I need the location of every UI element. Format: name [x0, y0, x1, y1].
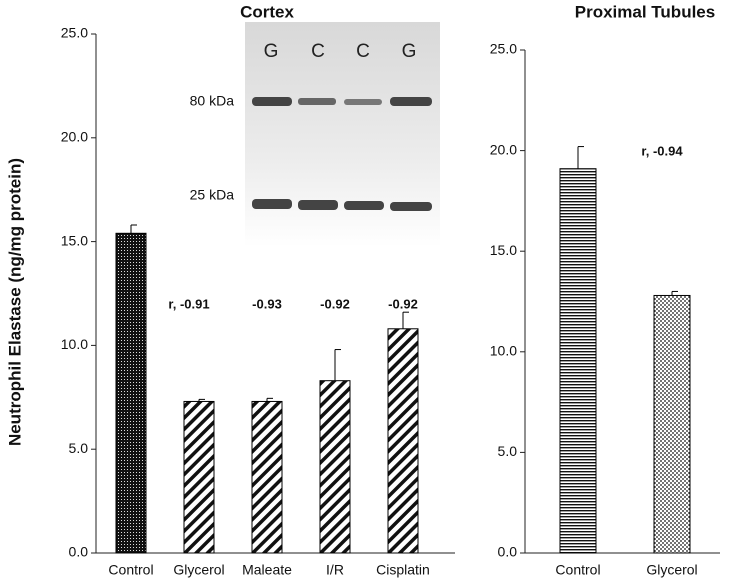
- lane-label: G: [402, 41, 417, 62]
- blot-band: [390, 202, 432, 211]
- chart-title: Proximal Tubules: [575, 2, 715, 21]
- y-tick-label: 10.0: [490, 343, 517, 359]
- bar: [115, 232, 147, 554]
- y-tick-label: 15.0: [61, 232, 88, 248]
- x-tick-label: Control: [555, 562, 600, 578]
- x-tick-label: Glycerol: [646, 562, 697, 578]
- lane-label: G: [264, 41, 279, 62]
- annotation: -0.93: [252, 296, 282, 311]
- blot-band: [298, 200, 338, 210]
- y-tick-label: 25.0: [61, 25, 88, 41]
- blot: [245, 22, 440, 247]
- y-tick-label: 20.0: [61, 129, 88, 145]
- y-tick-label: 5.0: [69, 440, 89, 456]
- y-tick-label: 10.0: [61, 336, 88, 352]
- y-tick-label: 25.0: [490, 41, 517, 57]
- y-tick-label: 5.0: [498, 443, 518, 459]
- bar: [251, 400, 283, 554]
- bar: [319, 380, 351, 554]
- bar: [653, 294, 691, 554]
- blot-band: [252, 97, 292, 106]
- annotation: -0.92: [320, 296, 350, 311]
- y-tick-label: 0.0: [498, 544, 518, 560]
- blot-band: [344, 99, 382, 105]
- x-tick-label: Control: [108, 562, 153, 578]
- blot-band: [252, 199, 292, 209]
- chart-title: Cortex: [240, 2, 294, 21]
- marker-label: 80 kDa: [190, 93, 235, 109]
- marker-label: 25 kDa: [190, 187, 235, 203]
- blot-band: [390, 97, 432, 106]
- y-axis-label: Neutrophil Elastase (ng/mg protein): [5, 158, 24, 446]
- x-tick-label: Glycerol: [173, 562, 224, 578]
- y-tick-label: 20.0: [490, 141, 517, 157]
- annotation: r, -0.91: [168, 296, 209, 311]
- blot-band: [298, 98, 336, 105]
- y-tick-label: 15.0: [490, 242, 517, 258]
- annotation: -0.92: [388, 296, 418, 311]
- lane-label: C: [311, 41, 325, 62]
- lane-label: C: [356, 41, 370, 62]
- y-tick-label: 0.0: [69, 544, 89, 560]
- bar: [183, 400, 215, 554]
- bar: [559, 168, 597, 554]
- x-tick-label: Cisplatin: [376, 562, 430, 578]
- x-tick-label: Maleate: [242, 562, 292, 578]
- bar: [387, 328, 419, 554]
- blot-band: [344, 201, 384, 210]
- annotation: r, -0.94: [641, 143, 683, 158]
- x-tick-label: I/R: [326, 562, 344, 578]
